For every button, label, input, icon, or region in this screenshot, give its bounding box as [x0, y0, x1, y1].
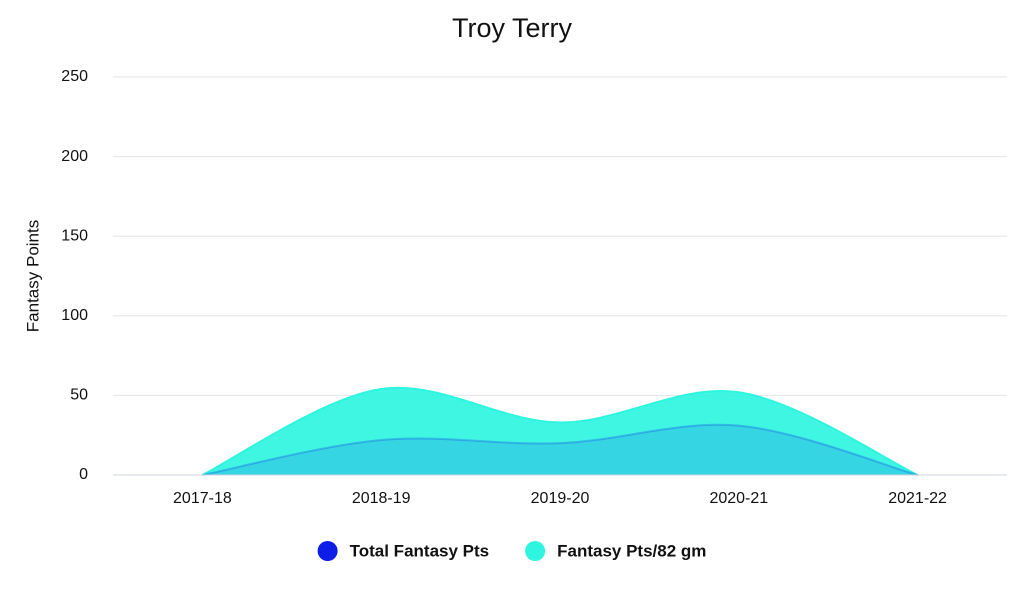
legend-marker [317, 541, 338, 561]
x-tick-label: 2020-21 [709, 490, 768, 507]
area-line [202, 423, 918, 476]
y-tick-label: 100 [61, 307, 88, 324]
x-tick-label: 2017-18 [173, 490, 232, 507]
y-tick-label: 250 [61, 68, 88, 85]
x-tick-label: 2021-22 [888, 490, 947, 507]
area-line [201, 386, 919, 476]
x-tick-label: 2018-19 [352, 490, 411, 507]
legend: Total Fantasy Pts Fantasy Pts/82 gm [317, 541, 706, 561]
y-axis-label: Fantasy Points [23, 220, 42, 332]
y-tick-label: 0 [79, 466, 88, 483]
y-tick-label: 50 [70, 387, 88, 404]
legend-label: Fantasy Pts/82 gm [557, 541, 706, 560]
legend-marker [525, 541, 546, 561]
x-tick-label: 2019-20 [531, 490, 590, 507]
legend-label: Total Fantasy Pts [350, 541, 490, 560]
area [202, 424, 918, 475]
y-tick-label: 150 [61, 227, 88, 244]
chart-title: Troy Terry [452, 13, 573, 43]
area [202, 387, 918, 475]
y-tick-label: 200 [61, 148, 88, 165]
